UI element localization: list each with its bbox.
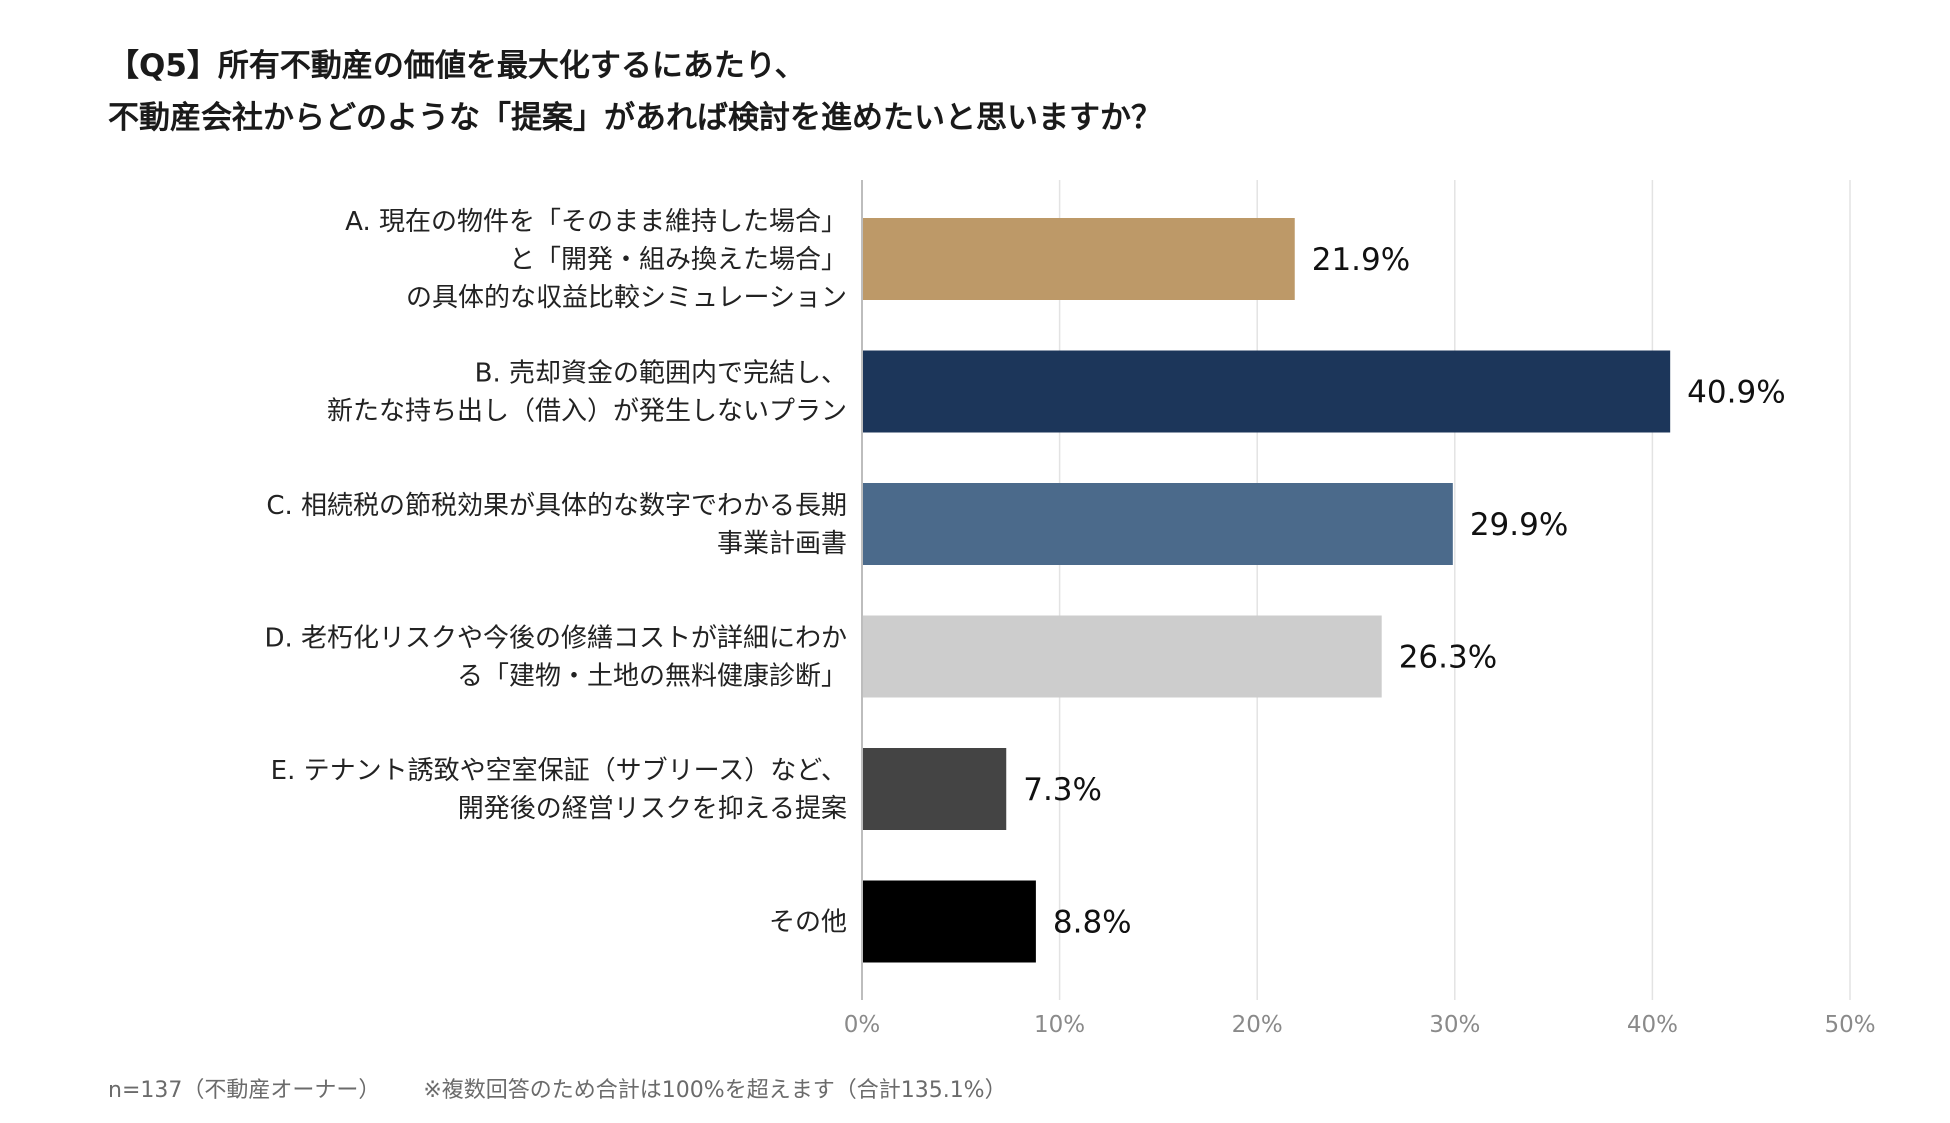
- category-label: その他: [769, 908, 847, 938]
- category-label-line: C. 相続税の節税効果が具体的な数字でわかる長期: [266, 491, 847, 521]
- category-label: B. 売却資金の範囲内で完結し、新たな持ち出し（借入）が発生しないプラン: [327, 359, 847, 427]
- category-label: D. 老朽化リスクや今後の修繕コストが詳細にわかる「建物・土地の無料健康診断」: [264, 624, 847, 692]
- category-label: E. テナント誘致や空室保証（サブリース）など、開発後の経営リスクを抑える提案: [271, 756, 847, 824]
- value-label: 8.8%: [1053, 905, 1132, 941]
- value-label: 21.9%: [1312, 242, 1410, 278]
- category-label-line: その他: [769, 908, 847, 938]
- value-label: 40.9%: [1687, 375, 1785, 411]
- x-tick-label: 20%: [1232, 1012, 1283, 1038]
- category-label-line: A. 現在の物件を「そのまま維持した場合」: [345, 207, 847, 237]
- category-labels: A. 現在の物件を「そのまま維持した場合」と「開発・組み換えた場合」の具体的な収…: [264, 207, 847, 938]
- x-tick-labels: 0% 10% 20% 30% 40% 50%: [844, 1012, 1876, 1038]
- value-label: 29.9%: [1470, 507, 1568, 543]
- footnote: n=137（不動産オーナー） ※複数回答のため合計は100%を超えます（合計13…: [108, 1072, 1007, 1104]
- bars: [862, 218, 1671, 963]
- bar: [862, 218, 1295, 300]
- value-label: 26.3%: [1399, 640, 1497, 676]
- x-tick-label: 50%: [1824, 1012, 1875, 1038]
- category-label-line: の具体的な収益比較シミュレーション: [406, 283, 847, 313]
- bar: [862, 748, 1007, 830]
- bar: [862, 483, 1453, 565]
- category-label: C. 相続税の節税効果が具体的な数字でわかる長期事業計画書: [266, 491, 847, 559]
- chart-title-line2: 不動産会社からどのような「提案」があれば検討を進めたいと思いますか？: [108, 100, 1162, 136]
- chart-title: 【Q5】所有不動産の価値を最大化するにあたり、 不動産会社からどのような「提案」…: [108, 40, 1162, 144]
- bar-chart: A. 現在の物件を「そのまま維持した場合」と「開発・組み換えた場合」の具体的な収…: [264, 180, 1876, 1038]
- bar: [862, 880, 1036, 963]
- category-label-line: 新たな持ち出し（借入）が発生しないプラン: [327, 397, 847, 427]
- x-tick-label: 10%: [1034, 1012, 1085, 1038]
- category-label-line: る「建物・土地の無料健康診断」: [457, 662, 847, 692]
- multiple-answer-note: ※複数回答のため合計は100%を超えます（合計135.1%）: [423, 1078, 1007, 1103]
- bar: [862, 350, 1671, 433]
- category-label-line: 開発後の経営リスクを抑える提案: [458, 794, 847, 824]
- x-tick-label: 0%: [844, 1012, 881, 1038]
- value-label: 7.3%: [1023, 772, 1102, 808]
- x-tick-label: 40%: [1627, 1012, 1678, 1038]
- value-labels: 21.9% 40.9% 29.9% 26.3% 7.3% 8.8%: [1023, 242, 1785, 941]
- category-label-line: と「開発・組み換えた場合」: [509, 245, 847, 275]
- chart-title-line1: 【Q5】所有不動産の価値を最大化するにあたり、: [108, 48, 806, 84]
- category-label-line: 事業計画書: [717, 529, 847, 559]
- sample-size-note: n=137（不動産オーナー）: [108, 1078, 381, 1103]
- bar: [862, 615, 1382, 698]
- category-label: A. 現在の物件を「そのまま維持した場合」と「開発・組み換えた場合」の具体的な収…: [345, 207, 847, 313]
- x-tick-label: 30%: [1429, 1012, 1480, 1038]
- category-label-line: B. 売却資金の範囲内で完結し、: [475, 359, 847, 389]
- category-label-line: D. 老朽化リスクや今後の修繕コストが詳細にわか: [264, 624, 847, 654]
- category-label-line: E. テナント誘致や空室保証（サブリース）など、: [271, 756, 847, 786]
- gridlines: [1058, 180, 1851, 1000]
